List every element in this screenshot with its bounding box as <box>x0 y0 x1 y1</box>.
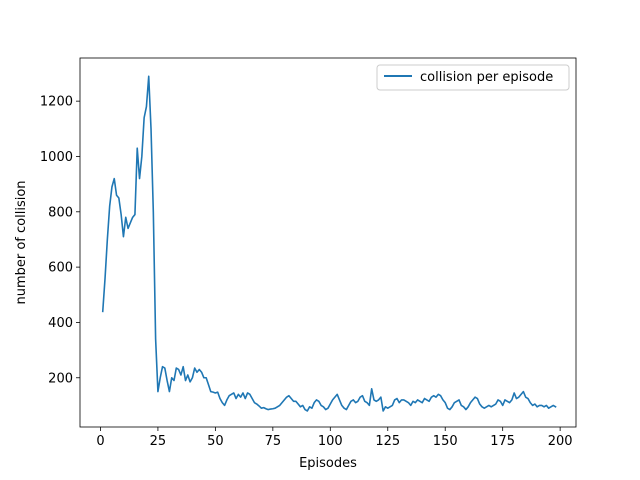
plot-area <box>101 75 557 412</box>
legend-box <box>376 64 570 91</box>
x-tick-label: 200 <box>548 434 573 449</box>
x-tick-label: 75 <box>265 434 282 449</box>
x-tick-label: 100 <box>318 434 343 449</box>
axis-ticks: 0 25 50 75 100 125 150 175 200 200 400 600 800 1000 12… <box>40 95 573 449</box>
y-tick-label: 200 <box>48 371 73 386</box>
x-tick-label: 175 <box>490 434 515 449</box>
series-line-0 <box>101 75 557 412</box>
y-tick-label: 800 <box>48 205 73 220</box>
x-axis-label: Episodes <box>299 456 357 471</box>
x-tick-label: 50 <box>207 434 224 449</box>
y-tick-label: 400 <box>48 316 73 331</box>
axes-frame <box>79 57 577 428</box>
x-tick-label: 0 <box>96 434 104 449</box>
y-tick-label: 600 <box>48 261 73 276</box>
x-tick-label: 125 <box>375 434 400 449</box>
x-tick-label: 25 <box>150 434 167 449</box>
legend: collision per episode <box>376 64 570 91</box>
y-tick-label: 1000 <box>40 150 73 165</box>
y-tick-label: 1200 <box>40 95 73 110</box>
x-tick-label: 150 <box>433 434 458 449</box>
legend-entry-label: collision per episode <box>420 70 553 85</box>
y-axis-label: number of collision <box>14 180 29 304</box>
